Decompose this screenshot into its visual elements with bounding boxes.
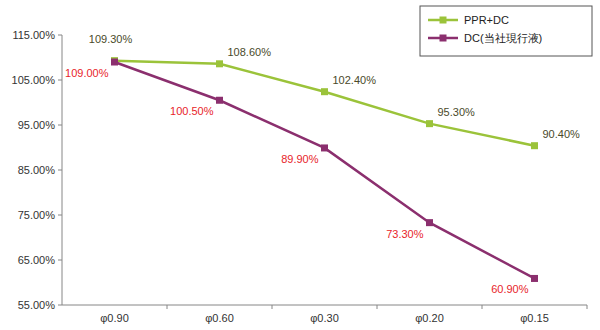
x-tick bbox=[167, 305, 168, 309]
y-tick-label: 55.00% bbox=[18, 299, 56, 311]
y-tick-label: 85.00% bbox=[18, 164, 56, 176]
y-tick bbox=[58, 260, 62, 261]
data-label: 60.90% bbox=[491, 283, 529, 295]
x-tick-label: φ0.20 bbox=[415, 312, 444, 324]
legend-box bbox=[420, 6, 592, 56]
data-label: 109.30% bbox=[89, 33, 133, 45]
marker bbox=[216, 60, 223, 67]
y-tick-label: 95.00% bbox=[18, 119, 56, 131]
data-label: 102.40% bbox=[333, 74, 377, 86]
legend-label: DC(当社現行液) bbox=[464, 32, 542, 44]
plot-area bbox=[111, 57, 538, 282]
marker bbox=[426, 120, 433, 127]
x-axis bbox=[62, 305, 587, 306]
y-tick-label: 115.00% bbox=[12, 29, 55, 41]
data-label: 89.90% bbox=[281, 153, 319, 165]
marker bbox=[426, 219, 433, 226]
data-label: 100.50% bbox=[170, 105, 214, 117]
x-tick-label: φ0.30 bbox=[310, 312, 339, 324]
legend: PPR+DC DC(当社現行液) bbox=[420, 6, 592, 56]
x-tick-label: φ0.90 bbox=[100, 312, 129, 324]
x-tick-label: φ0.60 bbox=[205, 312, 234, 324]
y-tick-label: 65.00% bbox=[18, 254, 56, 266]
x-tick bbox=[377, 305, 378, 309]
x-tick bbox=[482, 305, 483, 309]
y-tick bbox=[58, 35, 62, 36]
y-tick bbox=[58, 170, 62, 171]
data-label: 73.30% bbox=[386, 228, 424, 240]
series-line bbox=[115, 61, 535, 146]
data-labels: 109.30% 108.60% 102.40% 95.30% 90.40% 109.00%… bbox=[65, 33, 580, 296]
marker bbox=[321, 144, 328, 151]
data-label: 108.60% bbox=[228, 46, 272, 58]
chart: 55.00% 65.00% 75.00% 85.00% 95.00% 105.00% 115… bbox=[0, 0, 600, 330]
y-tick-label: 105.00% bbox=[12, 74, 56, 86]
data-label: 95.30% bbox=[438, 106, 476, 118]
x-tick-label: φ0.15 bbox=[520, 312, 549, 324]
legend-label: PPR+DC bbox=[464, 14, 509, 26]
y-tick bbox=[58, 305, 62, 306]
y-tick bbox=[58, 80, 62, 81]
data-label: 90.40% bbox=[543, 128, 581, 140]
series-line bbox=[115, 62, 535, 278]
marker bbox=[111, 59, 118, 66]
x-tick bbox=[587, 305, 588, 309]
x-tick bbox=[272, 305, 273, 309]
y-tick bbox=[58, 125, 62, 126]
marker bbox=[216, 97, 223, 104]
data-label: 109.00% bbox=[65, 67, 109, 79]
legend-marker bbox=[440, 17, 447, 24]
marker bbox=[321, 88, 328, 95]
y-tick bbox=[58, 215, 62, 216]
marker bbox=[531, 275, 538, 282]
y-tick-label: 75.00% bbox=[18, 209, 56, 221]
legend-marker bbox=[440, 35, 447, 42]
marker bbox=[531, 142, 538, 149]
